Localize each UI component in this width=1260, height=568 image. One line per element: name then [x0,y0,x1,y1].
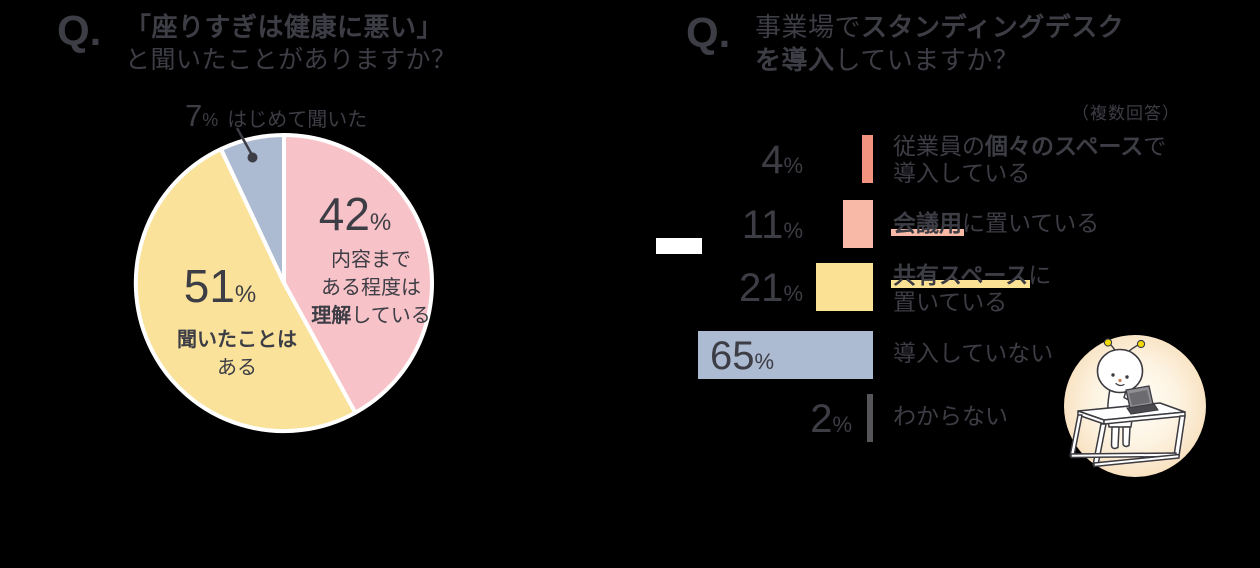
pie-42-number: 42 [318,188,370,240]
bar-21-post: に [1028,262,1052,288]
bar-2pct [867,394,873,442]
bar-label-21: 共有スペースに 置いている [891,262,1052,316]
bar-65-number: 65 [710,334,755,378]
bar-4-pre: 従業員の [893,133,985,159]
bar-row: 65% 導入していない [0,331,1260,379]
bar-2-unit: % [832,412,852,437]
multiple-answers-note: （複数回答） [1072,104,1180,123]
bar-11-unit: % [783,218,803,243]
right-question-title: 事業場でスタンディングデスク を導入していますか？ [755,11,1124,77]
bar-row: 21% 共有スペースに 置いている [0,262,1260,315]
bar-label-11: 会議用に置いている [891,210,1100,237]
pie-label-42: 内容まで ある程度は 理解している [301,246,441,330]
pie-42-line1: 内容まで [331,249,411,271]
right-title-bold1: スタンディングデスク [861,12,1125,42]
right-title-pre: 事業場で [755,12,862,42]
pie-value-51: 51% [150,263,290,318]
right-title-line2: を導入していますか？ [755,44,1124,77]
bar-65-unit: % [754,349,775,374]
bar-2-text: わからない [893,403,1008,429]
bar-4-post: で [1143,133,1167,159]
bar-4-line2: 導入している [893,160,1031,186]
bar-11pct [843,200,873,248]
right-title-line1: 事業場でスタンディングデスク [755,11,1124,44]
bar-11-bold: 会議用 [891,210,964,236]
pie-slice [219,133,286,285]
right-title-rest: していますか？ [834,45,1020,75]
left-question-title: 「座りすぎは健康に悪い」 と聞いたことがありますか？ [125,11,457,77]
pie-42-line3-rest: している [351,305,431,327]
pie-51-line1: 聞いたことは [177,329,297,351]
left-title-line2: と聞いたことがありますか？ [125,44,457,77]
pie-callout-label: 7% はじめて聞いた [185,98,367,134]
pie-42-line2: ある程度は [321,277,421,299]
bar-value-21: 21% [660,263,803,311]
bar-11-number: 11 [741,203,784,247]
dash-mark [656,238,702,254]
bar-4-line1: 従業員の個々のスペースで [893,133,1166,160]
pie-slice [133,147,358,434]
bar-21pct [816,263,873,311]
bar-row: 4% 従業員の個々のスペースで 導入している [0,133,1260,186]
left-question-mark: Q. [57,7,102,54]
pie-42-line3: 理解している [301,302,441,330]
bar-row: 2% わからない [0,394,1260,442]
callout-text: はじめて聞いた [227,109,368,131]
bar-2-number: 2 [810,397,833,441]
bar-value-2: 2% [709,394,852,442]
standing-desk [1069,402,1186,468]
bar-11-line1: 会議用に置いている [891,210,1100,237]
pie-51-number: 51 [183,260,235,312]
left-title-line1: 「座りすぎは健康に悪い」 [125,11,457,44]
right-question-mark: Q. [686,9,731,56]
pie-svg [133,127,434,434]
bar-value-11: 11% [660,200,803,248]
bar-21-line2: 置いている [893,289,1008,315]
bar-4-bold: 個々のスペース [985,133,1144,159]
laptop [1125,385,1159,415]
callout-value: 7 [185,98,203,133]
bar-label-4: 従業員の個々のスペースで 導入している [893,133,1166,187]
bar-row: 11% 会議用に置いている [0,200,1260,248]
mascot-head [1096,348,1144,394]
pie-42-line3-bold: 理解 [311,305,352,327]
bar-65pct [698,331,873,379]
bar-21-bold: 共有スペース [891,262,1031,288]
bar-value-4: 4% [660,135,803,183]
bar-11-post: に置いている [962,210,1100,236]
mascot-face [1111,373,1129,387]
pie-51-line2: ある [217,357,257,379]
bar-65-text: 導入していない [893,340,1054,366]
mascot-illustration [1063,334,1208,484]
bar-label-2: わからない [893,403,1008,430]
bar-4-number: 4 [761,138,784,182]
pie-slices [133,133,434,434]
bar-21-unit: % [783,281,803,306]
bar-21-number: 21 [738,266,784,310]
bar-21-line1: 共有スペースに [891,262,1052,289]
pie-slice [282,133,434,415]
left-title-bold: 「座りすぎは健康に悪い」 [125,12,444,42]
bar-label-65: 導入していない [893,340,1053,367]
pie-value-42: 42% [285,191,425,246]
mascot-svg [1064,335,1206,477]
pie-chart [123,122,445,444]
bar-4pct [862,135,873,183]
pie-42-unit: % [369,209,392,236]
pie-label-51: 聞いたことは ある [167,326,307,382]
bar-value-65: 65% [710,331,774,379]
callout-unit: % [202,110,219,130]
left-title-rest: と聞いたことがありますか？ [125,46,457,74]
pie-51-unit: % [234,281,257,308]
pie-leader-line [235,127,258,163]
right-title-bold2: を導入 [755,45,835,75]
bar-4-unit: % [783,153,803,178]
